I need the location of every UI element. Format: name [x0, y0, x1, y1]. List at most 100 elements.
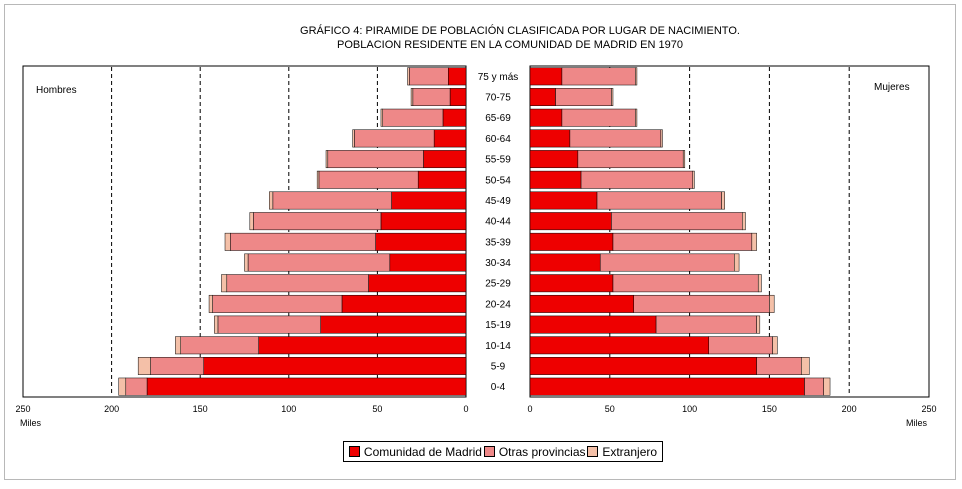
category-label: 35-39	[485, 237, 511, 248]
category-label: 10-14	[485, 341, 511, 352]
tick-label-women: 100	[682, 404, 697, 414]
legend-item-comunidad: Comunidad de Madrid	[348, 445, 482, 459]
legend-item-otras: Otras provincias	[483, 444, 586, 459]
tick-label-men: 250	[15, 404, 30, 414]
bar-women-0-10	[529, 274, 614, 293]
bar-men-0-2	[442, 108, 467, 127]
bar-men-2-3	[352, 129, 355, 148]
left-unit-label: Miles	[20, 418, 42, 428]
tick-label-women: 0	[527, 404, 532, 414]
bar-men-0-0	[448, 67, 467, 86]
tick-label-women: 250	[921, 404, 936, 414]
bar-women-1-13	[708, 336, 773, 355]
tick-labels: 0 0 50 50 100 100 150 150 200 200 250 250	[15, 404, 936, 414]
bar-men-1-8	[230, 232, 376, 251]
bar-women-2-10	[757, 274, 762, 293]
bar-women-2-15	[823, 377, 831, 396]
bar-men-1-7	[253, 212, 382, 231]
bar-women-2-0	[635, 67, 638, 86]
bar-women-0-9	[529, 253, 601, 272]
bar-men-2-6	[269, 191, 274, 210]
tick-label-men: 0	[463, 404, 468, 414]
bar-women-0-6	[529, 191, 598, 210]
category-label: 65-69	[485, 113, 511, 124]
legend-label-otras: Otras provincias	[498, 444, 586, 459]
bar-men-0-9	[389, 253, 467, 272]
bar-women-0-13	[529, 336, 710, 355]
bar-men-1-5	[318, 170, 419, 189]
category-label: 40-44	[485, 217, 511, 228]
tick-label-men: 100	[281, 404, 296, 414]
bar-women-2-7	[742, 212, 746, 231]
bar-women-1-7	[611, 212, 743, 231]
bar-men-2-12	[214, 315, 219, 334]
category-label: 5-9	[491, 361, 506, 372]
bar-men-2-15	[118, 377, 127, 396]
category-label: 0-4	[491, 382, 506, 393]
bar-men-2-2	[380, 108, 383, 127]
category-label: 70-75	[485, 93, 511, 104]
bar-women-2-5	[692, 170, 695, 189]
bar-men-2-14	[137, 357, 151, 375]
bar-men-1-10	[226, 274, 369, 293]
bar-women-2-3	[660, 129, 663, 148]
bar-men-2-13	[175, 336, 181, 355]
bar-men-0-1	[449, 88, 467, 106]
tick-label-men: 200	[104, 404, 119, 414]
category-label: 55-59	[485, 155, 511, 166]
bar-men-1-1	[412, 88, 451, 106]
bar-women-1-12	[655, 315, 757, 334]
bar-women-0-15	[529, 377, 805, 396]
bar-women-0-3	[529, 129, 571, 148]
bar-men-2-0	[407, 67, 410, 86]
bar-men-2-7	[249, 212, 254, 231]
bar-women-2-13	[772, 336, 778, 355]
bar-women-2-14	[801, 357, 810, 375]
legend-swatch-comunidad	[348, 446, 360, 457]
bar-women-0-14	[529, 357, 757, 375]
bar-women-1-11	[633, 294, 770, 313]
category-label: 60-64	[485, 134, 511, 145]
bar-women-0-5	[529, 170, 582, 189]
bar-men-0-11	[341, 294, 467, 313]
category-label: 25-29	[485, 279, 511, 290]
bar-women-2-6	[721, 191, 725, 210]
bar-women-1-14	[756, 357, 802, 375]
bar-men-1-6	[272, 191, 392, 210]
bar-women-2-1	[611, 88, 614, 106]
bar-men-0-3	[433, 129, 467, 148]
men-label: Hombres	[36, 85, 77, 96]
bar-women-1-1	[555, 88, 612, 106]
bar-women-2-9	[734, 253, 740, 272]
category-labels: 75 y más 70-75 65-69 60-64 55-59 50-54 45-49 40…	[478, 72, 519, 393]
bar-men-0-13	[258, 336, 467, 355]
bar-women-1-3	[569, 129, 662, 148]
legend-swatch-otras	[483, 446, 495, 457]
women-label: Mujeres	[874, 82, 910, 93]
bar-women-1-15	[804, 377, 824, 396]
bar-men-1-13	[180, 336, 259, 355]
bar-men-0-4	[423, 150, 467, 169]
tick-label-men: 50	[372, 404, 382, 414]
right-unit-label: Miles	[906, 418, 928, 428]
bar-men-0-14	[203, 357, 467, 375]
bar-women-1-5	[580, 170, 694, 189]
legend-swatch-extranjero	[587, 446, 599, 457]
bar-women-0-1	[529, 88, 556, 106]
category-label: 20-24	[485, 299, 511, 310]
bar-men-2-9	[244, 253, 249, 272]
tick-label-women: 150	[762, 404, 777, 414]
bar-women-2-4	[682, 150, 686, 169]
bar-women-0-0	[529, 67, 563, 86]
bar-men-1-11	[212, 294, 343, 313]
bar-women-0-7	[529, 212, 612, 231]
category-label: 30-34	[485, 258, 511, 269]
category-label: 15-19	[485, 320, 511, 331]
tick-label-women: 50	[605, 404, 615, 414]
bar-men-1-12	[217, 315, 321, 334]
bar-men-0-15	[146, 377, 467, 396]
bars	[118, 67, 831, 396]
bar-men-2-8	[224, 232, 231, 251]
category-label: 50-54	[485, 175, 511, 186]
